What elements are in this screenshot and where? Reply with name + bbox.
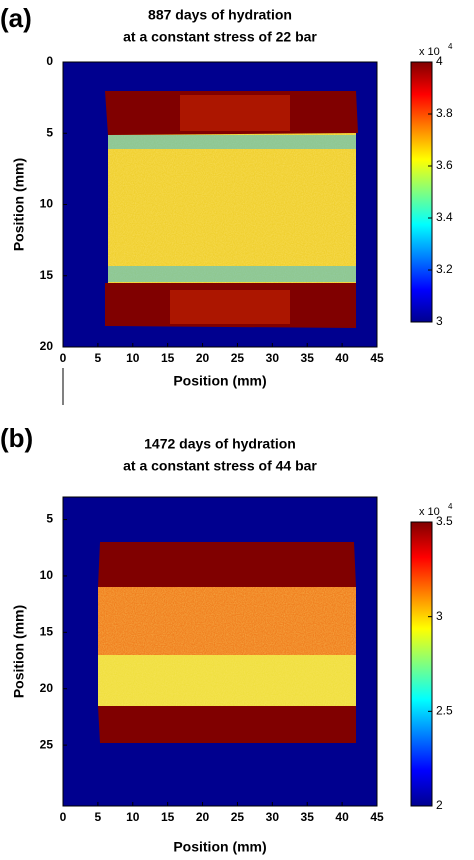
y-tick-label: 15 bbox=[40, 625, 54, 639]
x-tick-label: 10 bbox=[126, 810, 140, 824]
y-axis-label: Position (mm) bbox=[11, 605, 27, 698]
x-tick-label: 15 bbox=[161, 351, 175, 365]
x-axis-label: Position (mm) bbox=[173, 839, 266, 855]
colorbar-scale: x 10 bbox=[419, 506, 440, 518]
image-b bbox=[63, 497, 377, 806]
x-tick-label: 35 bbox=[301, 351, 315, 365]
x-tick-label: 20 bbox=[196, 351, 210, 365]
y-tick-label: 20 bbox=[40, 339, 54, 353]
colorbar-tick-label: 2.5 bbox=[436, 704, 453, 718]
x-tick-label: 10 bbox=[126, 351, 140, 365]
y-tick-label: 25 bbox=[40, 737, 54, 751]
x-tick-label: 5 bbox=[95, 810, 102, 824]
colorbar bbox=[410, 61, 433, 323]
x-tick-label: 15 bbox=[161, 810, 175, 824]
y-tick-label: 5 bbox=[46, 125, 53, 139]
y-tick-label: 10 bbox=[40, 197, 54, 211]
y-tick-label: 15 bbox=[40, 268, 54, 282]
panel-label: (b) bbox=[0, 423, 33, 453]
x-tick-label: 30 bbox=[266, 810, 280, 824]
colorbar-tick-label: 3.6 bbox=[436, 158, 453, 172]
colorbar-tick-label: 3.8 bbox=[436, 106, 453, 120]
x-tick-label: 45 bbox=[370, 810, 384, 824]
x-tick-label: 0 bbox=[60, 351, 67, 365]
x-tick-label: 0 bbox=[60, 810, 67, 824]
colorbar-scale-exponent: 4 bbox=[448, 502, 453, 511]
x-tick-label: 25 bbox=[231, 810, 245, 824]
x-tick-label: 5 bbox=[95, 351, 102, 365]
x-tick-label: 45 bbox=[370, 351, 384, 365]
colorbar-tick-label: 4 bbox=[436, 54, 443, 68]
y-tick-label: 20 bbox=[40, 681, 54, 695]
colorbar-tick-label: 3.4 bbox=[436, 210, 453, 224]
panel-label: (a) bbox=[0, 3, 32, 33]
chart-title: 887 days of hydration bbox=[148, 7, 292, 23]
x-tick-label: 30 bbox=[266, 351, 280, 365]
axes-frame bbox=[62, 496, 378, 807]
chart-title: at a constant stress of 44 bar bbox=[123, 458, 317, 474]
chart-title: at a constant stress of 22 bar bbox=[123, 29, 317, 45]
x-tick-label: 40 bbox=[335, 351, 349, 365]
colorbar-tick-label: 3.2 bbox=[436, 262, 453, 276]
y-tick-label: 10 bbox=[40, 568, 54, 582]
x-tick-label: 20 bbox=[196, 810, 210, 824]
colorbar-scale-exponent: 4 bbox=[448, 42, 453, 51]
colorbar-tick-label: 3 bbox=[436, 314, 443, 328]
x-tick-label: 40 bbox=[335, 810, 349, 824]
colorbar-tick-label: 2 bbox=[436, 798, 443, 812]
chart-title: 1472 days of hydration bbox=[144, 436, 296, 452]
colorbar-tick-label: 3.5 bbox=[436, 514, 453, 528]
x-axis-label: Position (mm) bbox=[173, 373, 266, 389]
image-a bbox=[63, 62, 377, 347]
x-tick-label: 25 bbox=[231, 351, 245, 365]
x-tick-label: 35 bbox=[301, 810, 315, 824]
y-tick-label: 0 bbox=[46, 54, 53, 68]
colorbar-scale: x 10 bbox=[419, 46, 440, 58]
colorbar-tick-label: 3 bbox=[436, 609, 443, 623]
y-tick-label: 5 bbox=[46, 512, 53, 526]
y-axis-label: Position (mm) bbox=[11, 158, 27, 251]
colorbar bbox=[410, 521, 433, 807]
